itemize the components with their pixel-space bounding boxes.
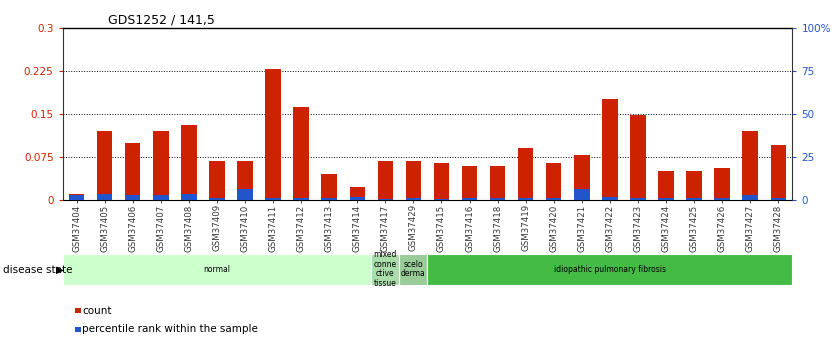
- Bar: [153, 195, 168, 200]
- Text: mixed
conne
ctive
tissue: mixed conne ctive tissue: [374, 250, 397, 288]
- Text: count: count: [82, 306, 112, 315]
- Bar: [63, 254, 371, 285]
- Text: scelo
derma: scelo derma: [401, 260, 426, 278]
- Bar: [349, 197, 365, 200]
- Bar: [349, 187, 365, 200]
- Bar: [686, 198, 701, 200]
- Bar: [399, 254, 427, 285]
- Bar: [462, 198, 477, 200]
- Bar: [69, 194, 84, 200]
- Bar: [427, 254, 792, 285]
- Bar: [658, 198, 674, 200]
- Bar: [518, 148, 534, 200]
- Bar: [321, 198, 337, 200]
- Bar: [181, 125, 197, 200]
- Bar: [490, 198, 505, 200]
- Bar: [181, 194, 197, 200]
- Bar: [265, 69, 281, 200]
- Bar: [153, 131, 168, 200]
- Bar: [686, 171, 701, 200]
- Bar: [265, 198, 281, 200]
- Bar: [546, 163, 561, 200]
- Bar: [715, 198, 730, 200]
- Bar: [371, 254, 399, 285]
- Bar: [490, 166, 505, 200]
- Bar: [462, 166, 477, 200]
- Bar: [658, 171, 674, 200]
- Bar: [518, 198, 534, 200]
- Bar: [97, 131, 113, 200]
- Bar: [97, 194, 113, 200]
- Text: normal: normal: [203, 265, 230, 274]
- Bar: [209, 198, 224, 200]
- Bar: [742, 195, 758, 200]
- Bar: [602, 197, 618, 200]
- Bar: [294, 107, 309, 200]
- Bar: [294, 198, 309, 200]
- Bar: [742, 131, 758, 200]
- Bar: [434, 199, 450, 200]
- Bar: [771, 146, 786, 200]
- Bar: [237, 189, 253, 200]
- Bar: [574, 155, 590, 200]
- Text: GDS1252 / 141,5: GDS1252 / 141,5: [108, 14, 215, 27]
- Bar: [125, 195, 140, 200]
- Text: percentile rank within the sample: percentile rank within the sample: [82, 325, 258, 334]
- Bar: [602, 99, 618, 200]
- Bar: [237, 161, 253, 200]
- Bar: [69, 195, 84, 200]
- Text: idiopathic pulmonary fibrosis: idiopathic pulmonary fibrosis: [554, 265, 666, 274]
- Bar: [378, 161, 393, 200]
- Bar: [574, 189, 590, 200]
- Text: disease state: disease state: [3, 265, 72, 275]
- Bar: [631, 115, 646, 200]
- Bar: [125, 142, 140, 200]
- Bar: [434, 163, 450, 200]
- Bar: [405, 161, 421, 200]
- Bar: [771, 198, 786, 200]
- Bar: [631, 197, 646, 200]
- Bar: [209, 161, 224, 200]
- Bar: [378, 199, 393, 200]
- Bar: [715, 168, 730, 200]
- Bar: [321, 174, 337, 200]
- Bar: [546, 198, 561, 200]
- Bar: [405, 198, 421, 200]
- Text: ▶: ▶: [56, 265, 64, 275]
